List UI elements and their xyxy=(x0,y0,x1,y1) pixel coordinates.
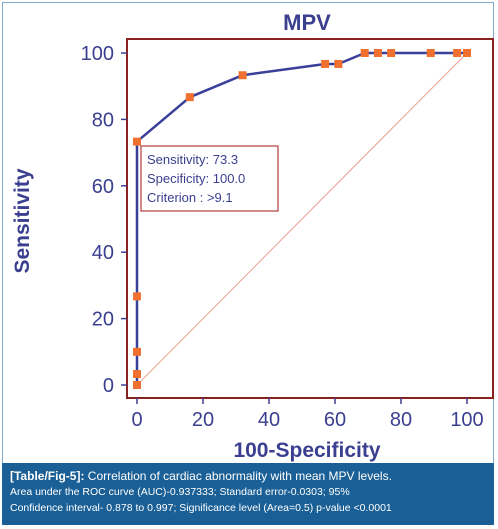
roc-chart: MPV 0 20 40 60 80 100 0 20 40 60 80 100 Sensitivit… xyxy=(11,10,494,462)
y-tick-label: 100 xyxy=(81,43,114,65)
caption-line-1: [Table/Fig-5]: Correlation of cardiac ab… xyxy=(10,468,486,484)
figure-panel: MPV 0 20 40 60 80 100 0 20 40 60 80 100 Sensitivit… xyxy=(2,2,494,525)
roc-point xyxy=(453,49,462,57)
roc-point xyxy=(334,59,343,68)
x-tick-label: 60 xyxy=(324,409,346,431)
x-tick-label: 0 xyxy=(131,409,142,431)
caption-tag: [Table/Fig-5]: xyxy=(10,469,85,483)
x-tick-label: 40 xyxy=(258,409,280,431)
roc-point xyxy=(463,49,471,57)
roc-points xyxy=(133,49,471,389)
y-axis-label: Sensitivity xyxy=(11,168,34,273)
y-tick-label: 60 xyxy=(92,176,114,198)
plot-frame xyxy=(126,38,494,399)
annotation-box xyxy=(140,145,279,212)
roc-point xyxy=(426,49,435,57)
figure-caption: [Table/Fig-5]: Correlation of cardiac ab… xyxy=(2,463,494,525)
roc-point xyxy=(133,292,141,301)
roc-point xyxy=(373,49,382,57)
roc-point xyxy=(133,347,141,356)
x-tick-label: 100 xyxy=(450,409,483,431)
y-tick-label: 20 xyxy=(92,309,114,331)
reference-diagonal-line xyxy=(136,52,468,386)
caption-line-3: Confidence interval- 0.878 to 0.997; Sig… xyxy=(10,502,392,514)
annotation-specificity: Specificity: 100.0 xyxy=(147,171,245,186)
x-axis-label: 100-Specificity xyxy=(233,439,380,462)
x-axis: 0 20 40 60 80 100 xyxy=(131,398,484,431)
roc-point xyxy=(133,370,141,379)
annotation-sensitivity: Sensitivity: 73.3 xyxy=(147,152,238,167)
caption-text: Correlation of cardiac abnormality with … xyxy=(87,469,392,483)
annotation-criterion: Criterion : >9.1 xyxy=(147,190,233,205)
y-axis: 0 20 40 60 80 100 xyxy=(81,43,127,397)
chart-title: MPV xyxy=(283,10,331,35)
y-tick-label: 80 xyxy=(92,109,114,131)
roc-point xyxy=(238,71,247,80)
roc-point xyxy=(321,59,330,68)
roc-point xyxy=(133,137,141,146)
caption-line-2: Area under the ROC curve (AUC)-0.937333;… xyxy=(10,486,350,498)
roc-point xyxy=(387,49,396,57)
roc-point xyxy=(185,93,194,102)
x-tick-label: 20 xyxy=(192,409,214,431)
roc-point xyxy=(360,49,369,57)
criterion-annotation: Sensitivity: 73.3 Specificity: 100.0 Cri… xyxy=(140,145,279,212)
x-tick-label: 80 xyxy=(390,409,412,431)
roc-point xyxy=(133,381,141,389)
y-tick-label: 40 xyxy=(92,242,114,264)
y-tick-label: 0 xyxy=(103,375,114,397)
